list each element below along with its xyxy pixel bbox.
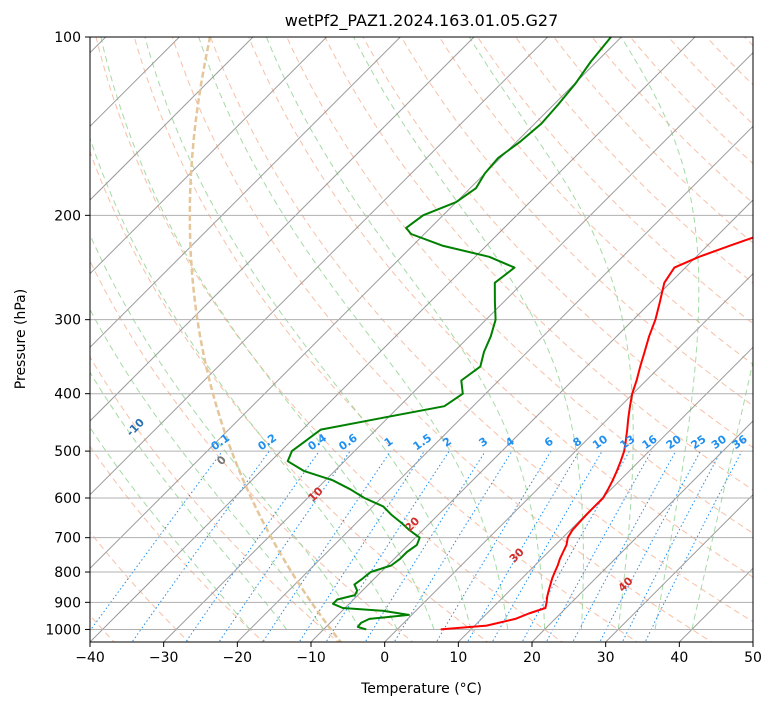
y-tick-label: 300 [54,313,81,329]
mixing-ratio-line [572,450,677,642]
mixing-ratio-line [131,450,270,642]
lcl-line [188,37,343,642]
moist-adiabat [90,371,288,630]
moist-adiabat [144,37,472,630]
y-tick-label: 600 [54,491,81,507]
y-tick-label: 100 [54,30,81,46]
isotherm [383,272,753,642]
y-axis-label: Pressure (hPa) [13,289,29,389]
moist-adiabats [90,37,753,630]
moist-adiabat [198,37,509,630]
mixing-ratio-line [90,450,223,632]
isotherm [90,37,696,642]
isotherm [310,199,753,642]
isotherm [90,37,623,570]
moist-adiabat [90,233,361,630]
moist-adiabat [90,308,325,630]
mixing-ratio-line [393,450,513,642]
y-tick-label: 400 [54,387,81,403]
y-tick-label: 700 [54,531,81,547]
isotherm [162,51,753,642]
mixing-ratio-line [218,450,351,642]
x-tick-label: −40 [75,650,105,666]
y-tick-label: 900 [54,595,81,611]
isotherm [90,37,402,349]
moist-adiabat [620,37,700,630]
y-tick-label: 800 [54,565,81,581]
x-tick-label: 10 [449,650,467,666]
isotherm [90,37,254,201]
x-axis-ticks: −40 −30 −20 −10 0 10 20 30 40 50 [75,642,762,666]
y-tick-label: 500 [54,444,81,460]
x-axis-label: Temperature (°C) [360,681,482,697]
isotherm [457,346,753,642]
moist-adiabat [100,37,435,630]
moist-adiabat [90,136,398,630]
x-tick-label: −30 [149,650,179,666]
isotherm [90,37,328,275]
line-labels: -100-90-80-70-60-50-40-30-20-10010203040… [124,416,750,595]
y-tick-label: 200 [54,208,81,224]
isotherm [90,37,549,496]
isotherms [90,37,753,642]
sounding-series [286,37,753,631]
temperature-profile [440,236,753,631]
dewpoint-profile [286,37,612,631]
lcl-curve [188,37,343,642]
mixing-ratio-line [262,450,392,642]
x-tick-label: 20 [523,650,541,666]
isotherm [236,125,753,642]
isotherm [90,37,475,422]
x-tick-label: 40 [670,650,688,666]
mixing-ratio-line [466,450,580,642]
moist-adiabat [90,426,251,630]
moist-adiabat [468,37,634,630]
mixing-ratio-line [599,450,701,642]
dry-adiabat [90,150,489,642]
x-tick-label: −10 [296,650,326,666]
mixing-ratio-line [298,450,425,642]
mixing-ratio-line [325,450,450,642]
plot-frame [89,36,754,643]
x-tick-label: 30 [597,650,615,666]
x-tick-label: 0 [380,650,389,666]
y-tick-label: 1000 [45,622,81,638]
moist-adiabat [265,37,546,630]
isotherm [531,420,753,642]
x-tick-label: −20 [223,650,253,666]
mixing-ratio-line [621,450,722,642]
chart-title: wetPf2_PAZ1.2024.163.01.05.G27 [285,11,559,31]
moist-adiabat [691,358,753,630]
plot-area: -100-90-80-70-60-50-40-30-20-10010203040… [90,37,753,642]
x-tick-label: 50 [744,650,762,666]
y-axis-ticks: 100 200 300 400 500 600 700 800 900 1000 [45,30,90,638]
mixing-ratio-line [185,450,320,642]
isotherm [604,493,753,642]
